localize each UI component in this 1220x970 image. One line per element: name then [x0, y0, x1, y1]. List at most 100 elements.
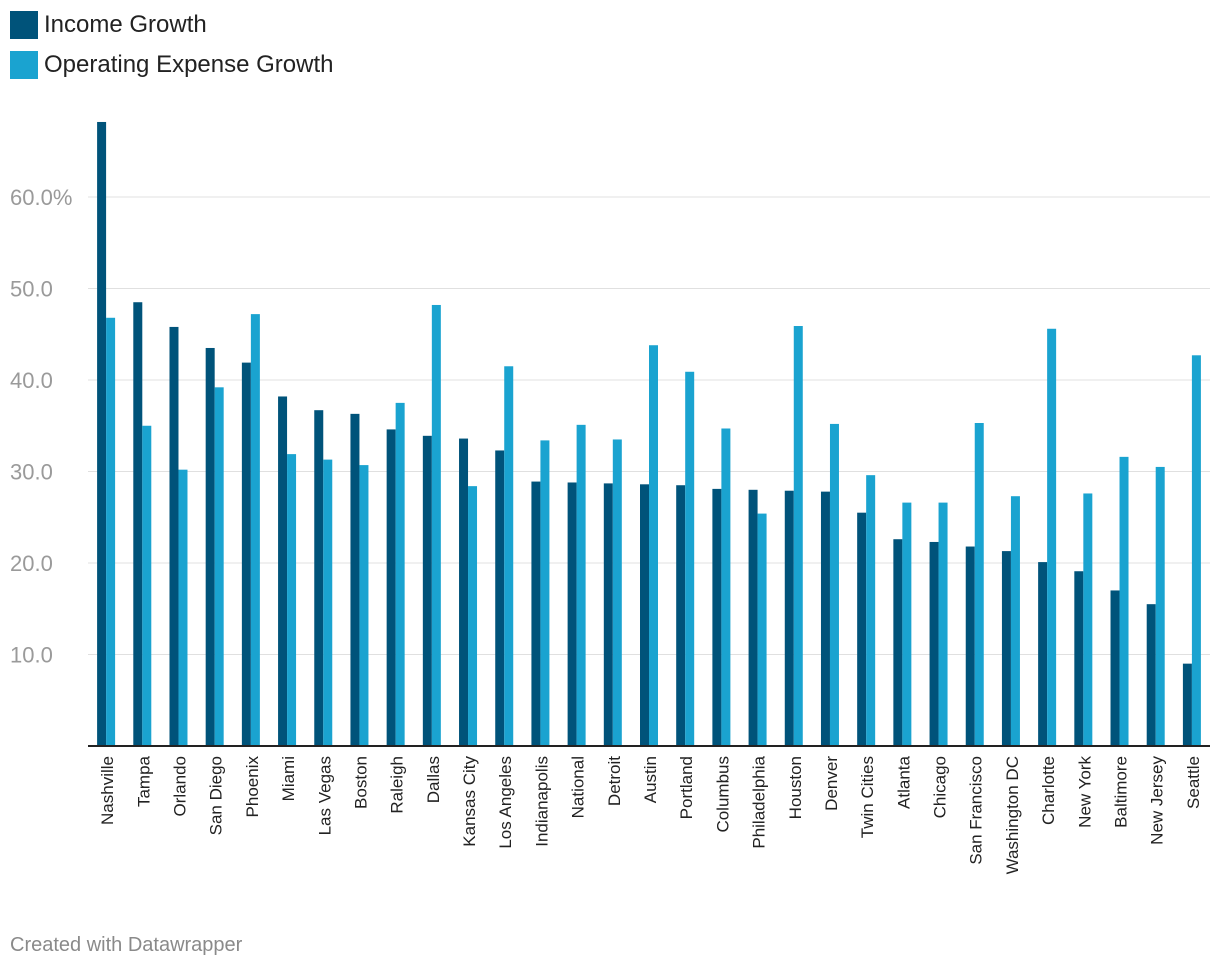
x-tick-label: Dallas [424, 756, 443, 803]
bar-expense [106, 317, 116, 746]
bar-income [278, 396, 288, 746]
bar-expense [395, 402, 405, 746]
x-tick-label: Nashville [98, 756, 117, 825]
bar-income [459, 438, 469, 746]
legend-label-income: Income Growth [44, 11, 207, 38]
y-tick-label: 20.0 [10, 551, 53, 576]
bar-income [640, 484, 649, 746]
x-tick-label: Indianapolis [532, 756, 551, 847]
legend-swatch-expense [10, 51, 38, 79]
bar-expense [431, 304, 441, 746]
x-tick-label: San Francisco [967, 756, 986, 865]
bar-expense [902, 502, 912, 746]
x-tick-label: Seattle [1184, 756, 1203, 809]
bar-expense [178, 469, 188, 746]
bar-income [531, 481, 541, 746]
x-tick-label: Orlando [170, 756, 189, 816]
y-tick-label: 50.0 [10, 277, 53, 302]
x-tick-label: Philadelphia [750, 755, 769, 848]
bar-expense [540, 440, 550, 746]
x-tick-label: San Diego [207, 756, 226, 835]
bar-expense [938, 502, 948, 746]
bar-expense [757, 513, 767, 746]
legend-item-income: Income Growth [10, 10, 334, 40]
bar-income [97, 121, 107, 747]
bar-expense [468, 486, 478, 746]
x-tick-label: Columbus [713, 756, 732, 833]
bar-expense [287, 454, 297, 746]
bar-expense [1119, 456, 1129, 746]
bar-income [241, 362, 251, 746]
bar-expense [359, 465, 369, 746]
x-tick-label: Boston [351, 756, 370, 809]
bar-income [350, 413, 360, 746]
bar-income [603, 483, 613, 746]
bar-income [1182, 663, 1192, 746]
x-tick-label: Los Angeles [496, 756, 515, 849]
bar-expense [612, 439, 622, 746]
bar-income [133, 302, 143, 746]
bar-expense [1047, 328, 1057, 746]
bar-expense [250, 314, 260, 746]
x-tick-label: Washington DC [1003, 756, 1022, 874]
x-tick-label: Charlotte [1039, 756, 1058, 825]
bar-expense [1191, 355, 1201, 746]
y-tick-label: 60.0% [10, 185, 72, 210]
legend-label-expense: Operating Expense Growth [44, 51, 334, 78]
bar-income [929, 541, 939, 746]
bar-expense [504, 366, 514, 746]
footer-credit: Created with Datawrapper [10, 934, 243, 956]
bar-expense [866, 475, 876, 746]
bar-income [857, 512, 867, 746]
x-tick-label: Detroit [605, 756, 624, 806]
bar-income [1001, 551, 1011, 746]
bar-expense [323, 459, 333, 746]
legend: Income Growth Operating Expense Growth [10, 10, 334, 90]
bar-income [748, 489, 758, 746]
bar-income [422, 435, 432, 746]
bar-income [386, 429, 396, 746]
bar-income [495, 450, 505, 746]
legend-swatch-income [10, 11, 38, 39]
x-tick-label: Atlanta [894, 755, 913, 808]
x-tick-label: Kansas City [460, 756, 479, 847]
bar-income [314, 410, 324, 746]
x-tick-label: Tampa [134, 755, 153, 807]
x-tick-label: Phoenix [243, 756, 262, 818]
bar-expense [793, 326, 803, 746]
bar-income [965, 546, 975, 746]
bar-income [169, 326, 179, 746]
bar-expense [142, 425, 152, 746]
bar-income [784, 490, 794, 746]
bar-expense [649, 345, 658, 746]
bar-expense [685, 371, 695, 746]
bar-income [1038, 562, 1048, 746]
x-tick-label: Baltimore [1112, 756, 1131, 828]
bar-expense [1010, 496, 1020, 746]
x-tick-label: New Jersey [1148, 756, 1167, 845]
bar-income [712, 488, 722, 746]
bar-expense [721, 428, 731, 746]
bar-income [820, 491, 830, 746]
x-tick-label: Twin Cities [858, 756, 877, 838]
x-tick-label: Chicago [931, 756, 950, 818]
x-tick-label: Portland [677, 756, 696, 819]
x-tick-label: Raleigh [388, 756, 407, 814]
y-tick-label: 10.0 [10, 643, 53, 668]
y-tick-label: 40.0 [10, 368, 53, 393]
bar-income [1074, 571, 1084, 746]
bar-income [1146, 604, 1156, 746]
x-tick-label: Las Vegas [315, 756, 334, 835]
bar-income [893, 539, 903, 746]
x-tick-label: Austin [641, 756, 660, 803]
x-tick-label: Miami [279, 756, 298, 801]
bar-income [1110, 590, 1120, 746]
bar-expense [1155, 466, 1165, 746]
bar-income [676, 485, 686, 746]
x-tick-label: Houston [786, 756, 805, 819]
bar-expense [974, 423, 984, 746]
bar-expense [1083, 493, 1093, 746]
bar-expense [214, 387, 224, 746]
bar-income [205, 347, 215, 746]
bar-expense [576, 424, 586, 746]
